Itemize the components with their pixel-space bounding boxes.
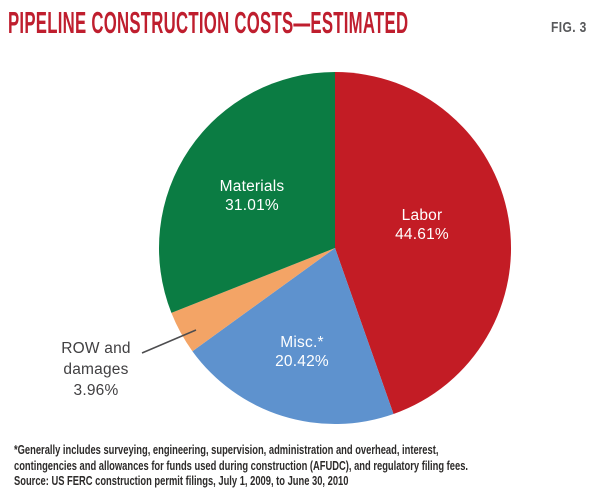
footnote-line-2: contingencies and allowances for funds u…: [14, 457, 469, 473]
figure-label: FIG. 3: [551, 19, 587, 36]
pie-slice-materials: [158, 72, 335, 313]
footnote: *Generally includes surveying, engineeri…: [14, 442, 468, 489]
chart-title: PIPELINE CONSTRUCTION COSTS—ESTIMATED: [8, 5, 409, 40]
pie-slice-misc: [192, 248, 394, 425]
footnote-source: Source: US FERC construction permit fili…: [14, 473, 349, 488]
leader-line-row-and-damages: [141, 329, 197, 354]
pie-slice-labor: [335, 72, 512, 414]
pie-slice-row-and-damages: [171, 248, 335, 352]
pie-slices: [158, 72, 512, 425]
footnote-line-1: *Generally includes surveying, engineeri…: [14, 442, 439, 457]
